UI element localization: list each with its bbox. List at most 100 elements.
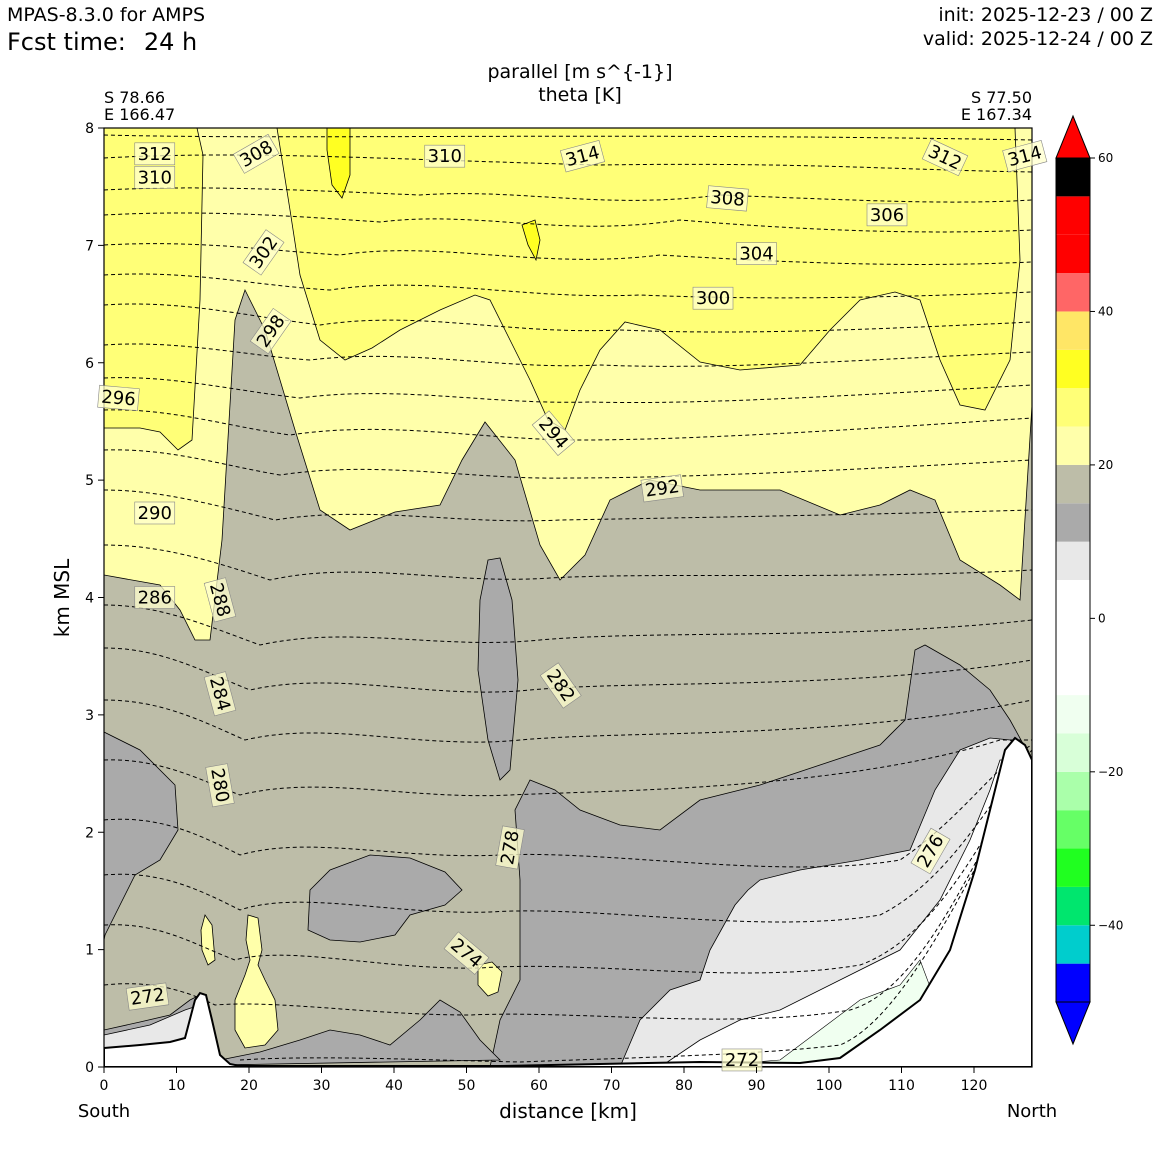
y-tick-label: 1 [85,943,94,959]
colorbar: 60 40 20 0 −20 −40 [1055,114,1123,1046]
theta-label-box [134,586,176,609]
wind-fill-35-40-b [521,219,541,262]
theta-contour [104,303,1032,333]
theta-contour [104,449,1032,479]
colorbar-tick-label: 20 [1098,458,1113,472]
theta-label-box [134,501,176,525]
theta-label: 272 [721,1048,763,1072]
theta-label-box [721,1048,763,1072]
colorbar-extend-max [1055,114,1091,159]
colorbar-swatch [1056,963,1090,1002]
x-tick-label: 0 [100,1078,109,1094]
theta-label-box [134,165,176,189]
right-end-lat: S 77.50 [971,88,1032,107]
y-tick-label: 7 [85,238,94,254]
theta-contour [239,757,1032,1063]
x-tick-label: 10 [168,1078,186,1094]
colorbar-swatch [1056,618,1090,657]
colorbar-swatch [1056,349,1090,389]
theta-contour [104,377,1032,404]
theta-label-box [134,142,176,166]
theta-label-text: 312 [138,144,172,165]
x-axis: 0 10 20 30 40 50 60 70 80 90 100 110 120 [100,1067,987,1094]
theta-label: 272 [125,982,170,1011]
theta-label-text: 310 [138,167,172,188]
theta-label: 308 [706,185,749,212]
right-end-lon: E 167.34 [961,105,1032,124]
theta-contour [104,187,1032,203]
theta-label: 300 [692,286,734,310]
colorbar-frame [1055,157,1091,1003]
y-axis-label: km MSL [50,558,74,637]
x-tick-label: 90 [748,1078,766,1094]
colorbar-swatch [1056,234,1090,274]
colorbar-swatch [1056,848,1090,887]
wind-fill-25-30-pocket-c [477,961,503,997]
theta-contour [104,751,1032,974]
theta-label-text: 292 [644,476,681,502]
colorbar-tick-label: 40 [1098,304,1113,318]
chart-title-wind: parallel [m s^{-1}] [487,61,672,83]
x-tick-label: 60 [530,1078,548,1094]
theta-label-box [692,286,734,310]
theta-label: 310 [134,165,176,189]
theta-label-text: 304 [739,244,773,265]
theta-contour [104,604,1032,646]
wind-fill-35-40 [326,128,351,199]
colorbar-swatch [1056,695,1090,734]
colorbar-swatch [1056,810,1090,849]
theta-label: 304 [736,242,777,265]
theta-label-box [97,384,140,411]
colorbar-swatch [1056,426,1090,465]
theta-contour [104,243,1032,265]
colorbar-swatch [1056,464,1090,504]
north-label: North [1007,1101,1057,1122]
left-end-lon: E 166.47 [104,105,175,124]
theta-label-text: 290 [138,503,172,524]
wind-fill-25-30-pocket-a [200,914,216,966]
theta-label-box [921,138,969,177]
y-tick-label: 5 [85,473,94,489]
y-tick-label: 6 [85,356,94,372]
colorbar-swatch [1056,311,1090,350]
theta-contour [104,749,1032,923]
theta-label-box [424,144,466,168]
theta-contour [104,699,1032,743]
theta-label-text: 306 [870,205,904,226]
terrain [104,736,1032,1067]
theta-contour [104,273,1032,299]
theta-label-box [640,474,684,503]
forecast-time-label: Fcst time: [7,28,126,56]
theta-label-box [866,203,908,227]
y-tick-label: 8 [85,121,94,137]
theta-label-text: 300 [696,288,730,309]
theta-label-box [443,931,490,975]
x-axis-label: distance [km] [499,1099,637,1123]
theta-label-box [736,242,777,265]
init-time: init: 2025-12-23 / 00 Z [938,4,1153,26]
theta-contour [104,134,1032,141]
model-title: MPAS-8.3.0 for AMPS [7,4,206,26]
theta-label-box [203,671,237,717]
chart-title-theta: theta [K] [538,84,622,106]
colorbar-swatch [1056,771,1090,811]
theta-contour [104,647,1032,693]
x-tick-label: 80 [675,1078,693,1094]
colorbar-swatch [1056,925,1090,964]
theta-label: 286 [134,586,176,609]
colorbar-swatch [1056,733,1090,772]
x-tick-label: 110 [888,1078,915,1094]
theta-label: 310 [424,144,466,168]
theta-label-box [910,827,951,875]
theta-label-box [559,140,606,173]
theta-label: 296 [97,384,140,411]
south-label: South [78,1101,130,1122]
y-axis: 0 1 2 3 4 5 6 7 8 [85,121,104,1076]
theta-contour [104,489,1032,522]
y-tick-label: 0 [85,1060,94,1076]
theta-label-text: 286 [138,588,172,609]
y-tick-label: 4 [85,591,94,607]
theta-contour [104,754,1032,1020]
colorbar-tick-label: 0 [1098,611,1106,625]
